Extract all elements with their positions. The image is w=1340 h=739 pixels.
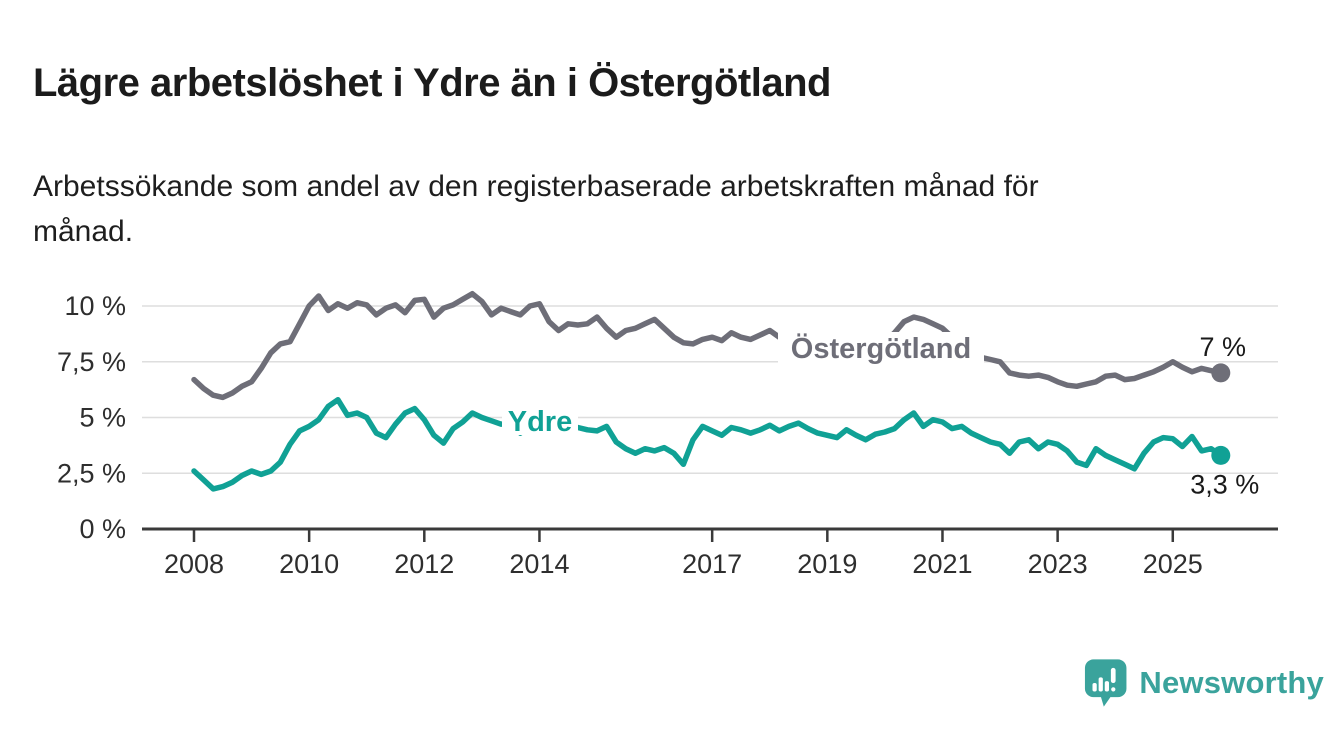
x-tick-label: 2010 bbox=[279, 549, 339, 579]
y-tick-label: 5 % bbox=[79, 403, 126, 433]
page-title: Lägre arbetslöshet i Ydre än i Östergötl… bbox=[33, 60, 831, 105]
x-tick-label: 2017 bbox=[682, 549, 742, 579]
series-line-ydre bbox=[191, 396, 1224, 492]
x-tick-label: 2021 bbox=[912, 549, 972, 579]
brand-name: Newsworthy bbox=[1139, 665, 1324, 700]
series-label-ostergotland: Östergötland bbox=[791, 332, 971, 365]
y-tick-label: 2,5 % bbox=[57, 458, 126, 488]
x-tick-label: 2008 bbox=[164, 549, 224, 579]
brand-logo: Newsworthy bbox=[1084, 656, 1324, 710]
x-tick-label: 2023 bbox=[1028, 549, 1088, 579]
series-label-backing bbox=[778, 332, 984, 365]
end-value-label: 7 % bbox=[1200, 332, 1247, 362]
series-endpoint-dot bbox=[1211, 363, 1231, 383]
y-tick-label: 10 % bbox=[64, 291, 126, 321]
x-tick-label: 2019 bbox=[797, 549, 857, 579]
chart-bubble-icon bbox=[1084, 659, 1127, 707]
x-tick-label: 2014 bbox=[509, 549, 569, 579]
series-endpoint-dot bbox=[1211, 445, 1231, 465]
x-tick-label: 2025 bbox=[1143, 549, 1203, 579]
y-tick-label: 7,5 % bbox=[57, 347, 126, 377]
y-tick-label: 0 % bbox=[79, 514, 126, 544]
end-value-label: 3,3 % bbox=[1190, 469, 1259, 499]
page-subtitle: Arbetssökande som andel av den registerb… bbox=[33, 170, 1039, 248]
series-label-ydre: Ydre bbox=[508, 406, 572, 438]
x-tick-label: 2012 bbox=[394, 549, 454, 579]
series-label-backing bbox=[502, 405, 578, 435]
series-line-ostergotland bbox=[191, 290, 1224, 401]
